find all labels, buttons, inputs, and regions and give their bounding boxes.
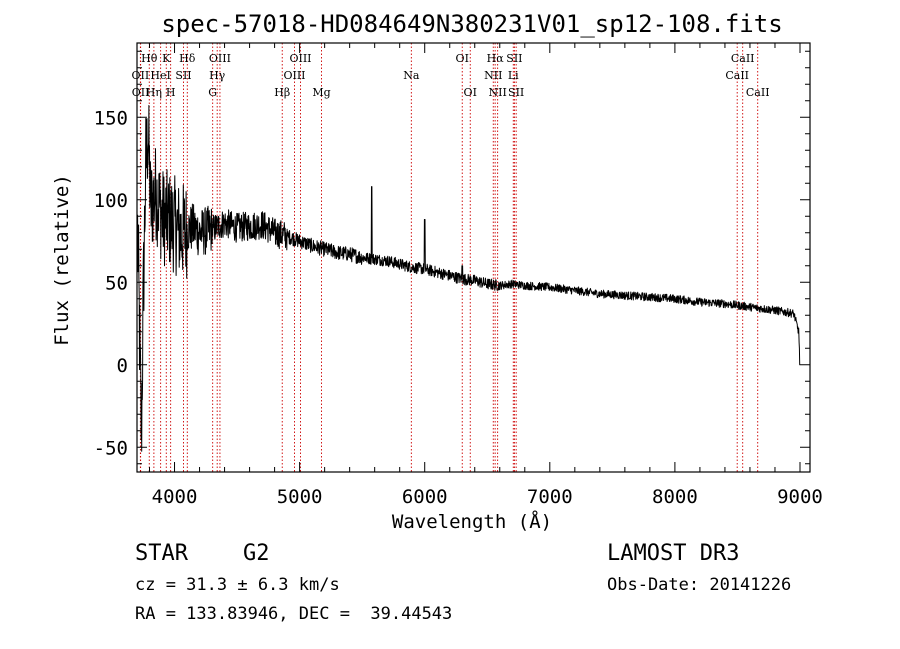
y-axis-label: Flux (relative) — [51, 174, 73, 346]
line-marker-label: CaII — [746, 86, 770, 99]
y-axis-ticks: -50 0 50 100 150 — [94, 50, 810, 465]
x-tick-label: 8000 — [652, 486, 698, 508]
y-tick-label: 50 — [105, 272, 128, 294]
spectral-subclass: G2 — [243, 541, 270, 566]
survey-release: LAMOST DR3 — [607, 541, 739, 566]
spectral-line-markers — [139, 43, 759, 472]
line-marker-label: SII — [508, 86, 524, 99]
line-marker-label: K — [162, 52, 171, 65]
line-marker-label: Hδ — [179, 52, 196, 65]
x-axis-label: Wavelength (Å) — [392, 510, 552, 533]
line-marker-label: OI — [456, 52, 469, 65]
line-marker-label: OIII — [289, 52, 311, 65]
line-marker-label: G — [208, 86, 217, 99]
line-marker-label: OII — [132, 69, 150, 82]
flux-series-line — [137, 105, 801, 452]
line-marker-label: NII — [488, 86, 506, 99]
y-tick-label: 150 — [94, 107, 128, 129]
x-tick-label: 6000 — [402, 486, 448, 508]
line-marker-label: H — [166, 86, 176, 99]
x-tick-label: 7000 — [527, 486, 573, 508]
line-marker-label: Hγ — [209, 69, 226, 82]
x-tick-label: 4000 — [152, 486, 198, 508]
x-tick-label: 9000 — [777, 486, 823, 508]
line-marker-label: OI — [464, 86, 477, 99]
observation-date: Obs-Date: 20141226 — [607, 575, 791, 595]
line-marker-label: OIII — [209, 52, 231, 65]
line-marker-label: Hα — [487, 52, 505, 65]
line-marker-label: Li — [508, 69, 519, 82]
x-tick-label: 5000 — [277, 486, 323, 508]
y-tick-label: 0 — [117, 355, 128, 377]
object-class: STAR — [135, 541, 189, 566]
line-marker-label: SII — [175, 69, 191, 82]
line-marker-label: Na — [403, 69, 420, 82]
plot-data-area — [137, 105, 801, 452]
coordinates-readout: RA = 133.83946, DEC = 39.44543 — [135, 604, 452, 624]
redshift-readout: cz = 31.3 ± 6.3 km/s — [135, 575, 340, 595]
line-marker-label: NII — [484, 69, 502, 82]
line-marker-label: SII — [506, 52, 522, 65]
line-marker-label: Hβ — [274, 86, 290, 99]
plot-frame — [136, 42, 811, 473]
line-marker-label: CaII — [731, 52, 755, 65]
line-marker-label: CaII — [725, 69, 749, 82]
y-tick-label: 100 — [94, 190, 128, 212]
line-marker-label: Hθ — [141, 52, 158, 65]
y-tick-label: -50 — [94, 437, 128, 459]
x-axis-ticks: 4000 5000 6000 7000 8000 9000 — [149, 43, 823, 508]
chart-title: spec-57018-HD084649N380231V01_sp12-108.f… — [161, 10, 782, 38]
line-marker-label: Mg — [312, 86, 330, 99]
line-marker-label: HeI — [150, 69, 170, 82]
line-marker-label: Hη — [146, 86, 162, 99]
line-marker-label: OIII — [283, 69, 305, 82]
line-marker-label: OII — [132, 86, 150, 99]
